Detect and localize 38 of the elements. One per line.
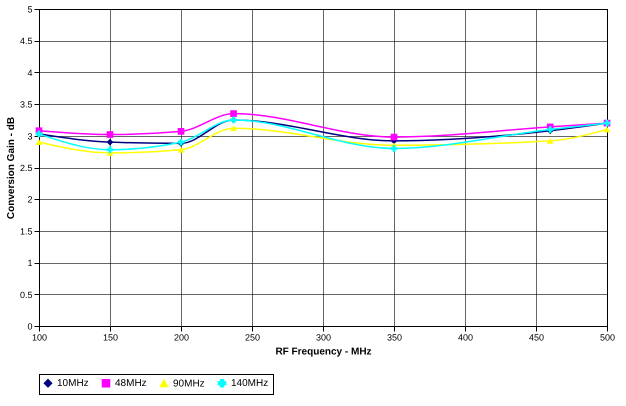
x-tick-label: 450 — [528, 332, 544, 342]
point — [604, 126, 610, 132]
point — [230, 110, 237, 117]
y-tick-label: 5 — [27, 4, 32, 14]
point — [178, 128, 184, 135]
point — [230, 125, 237, 132]
y-tick-label: 3 — [27, 131, 32, 142]
point — [390, 145, 398, 152]
x-tick-label: 100 — [32, 332, 48, 342]
y-tick-label: 0 — [27, 322, 32, 332]
point — [178, 146, 184, 153]
x-tick-label: 150 — [102, 332, 118, 342]
y-tick-label: 3.5 — [20, 100, 32, 110]
y-tick-label: 4.5 — [20, 36, 32, 46]
point — [106, 146, 114, 154]
legend-label: 10MHz — [57, 378, 89, 390]
y-tick-label: 0.5 — [20, 290, 32, 300]
x-tick-label: 250 — [244, 332, 260, 342]
point — [106, 138, 114, 146]
y-tick-label: 4 — [27, 68, 32, 78]
point — [36, 139, 42, 146]
point — [106, 131, 114, 138]
legend-label: 90MHz — [173, 378, 205, 390]
point — [546, 138, 554, 144]
y-axis-title: Conversion Gain - dB — [6, 116, 17, 220]
y-tick-label: 2.5 — [20, 163, 32, 173]
x-tick-label: 200 — [174, 332, 190, 342]
legend-label: 140MHz — [231, 378, 268, 390]
point — [390, 134, 398, 140]
y-tick-label: 2 — [27, 194, 32, 205]
x-tick-label: 500 — [600, 332, 616, 342]
x-tick-label: 350 — [386, 332, 402, 342]
x-tick-label: 300 — [316, 332, 332, 342]
y-tick-label: 1 — [27, 258, 32, 268]
y-tick-label: 1.5 — [20, 226, 32, 236]
x-tick-label: 400 — [458, 332, 474, 342]
legend-label: 48MHz — [115, 378, 147, 390]
x-axis-title: RF Frequency - MHz — [275, 346, 372, 358]
